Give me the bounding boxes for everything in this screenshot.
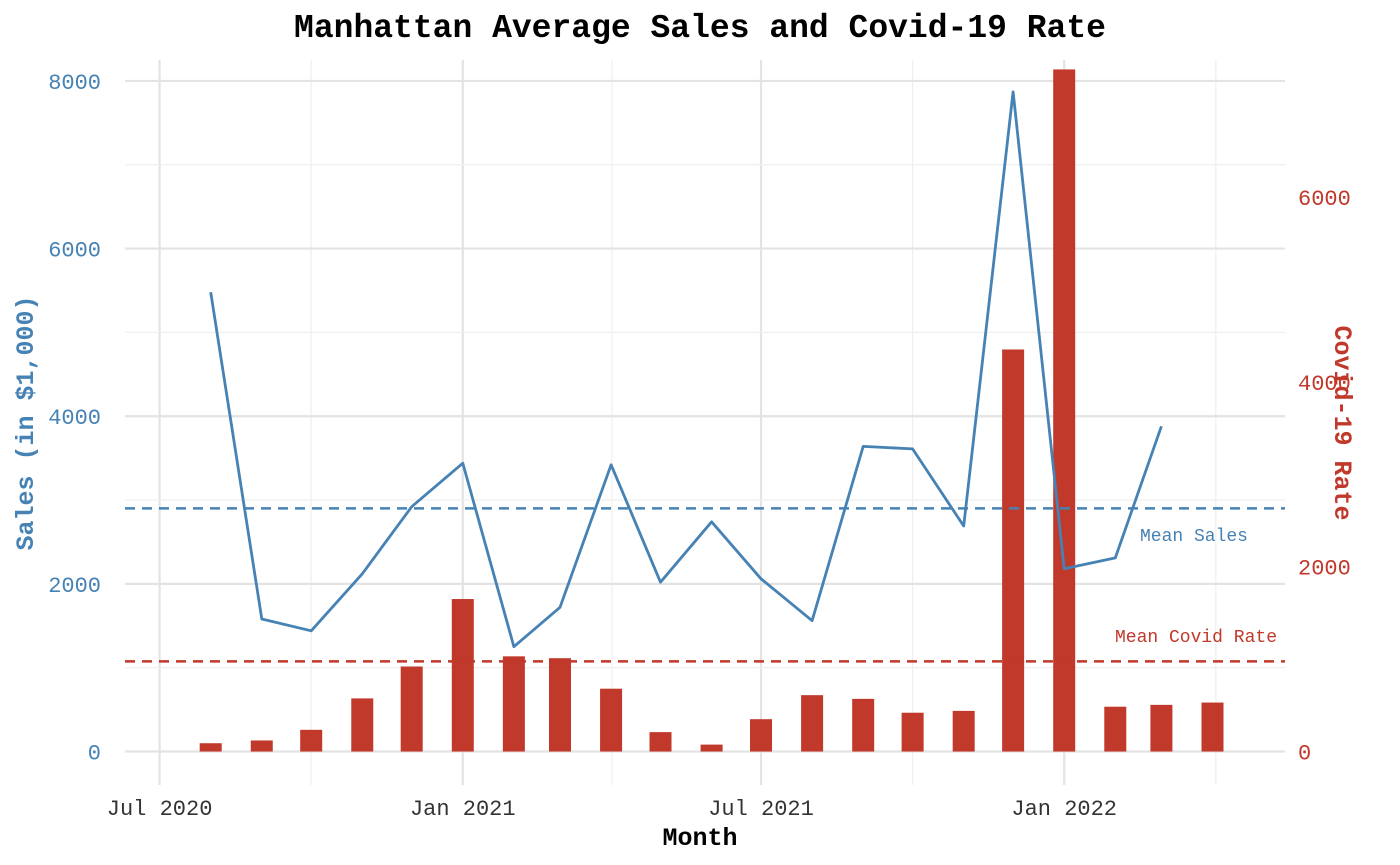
x-tick-label: Jul 2021 [708, 797, 814, 822]
reference-lines [125, 507, 1285, 663]
y-left-axis-title: Sales (in $1,000) [12, 295, 41, 550]
covid-rate-bar [952, 710, 975, 752]
covid-rate-bar [451, 599, 474, 752]
covid-rate-bar [852, 698, 875, 752]
y-right-tick-label: 2000 [1298, 557, 1351, 582]
covid-rate-bar [901, 712, 924, 752]
sales-line-layer [209, 90, 1163, 649]
x-axis-title: Month [662, 824, 737, 853]
x-tick-label: Jan 2021 [410, 797, 516, 822]
covid-rate-bars [199, 69, 1224, 752]
covid-rate-bar [549, 658, 571, 752]
grid [125, 60, 1285, 785]
y-right-tick-label: 6000 [1298, 187, 1351, 212]
tick-labels: Jul 2020 Jan 2021 Jul 2021 Jan 2022 0 2000 400… [48, 71, 1351, 822]
covid-rate-bar [400, 666, 423, 752]
covid-rate-bar [1104, 706, 1127, 752]
covid-rate-bar [1053, 69, 1076, 752]
covid-rate-bar [700, 744, 723, 752]
y-right-axis-title: Covid-19 Rate [1327, 325, 1356, 520]
y-left-tick-label: 6000 [48, 239, 101, 264]
y-left-tick-label: 4000 [48, 406, 101, 431]
covid-rate-bar [750, 719, 773, 752]
covid-rate-bar [250, 740, 273, 752]
chart-title: Manhattan Average Sales and Covid-19 Rat… [294, 10, 1106, 47]
y-right-tick-label: 0 [1298, 742, 1311, 767]
covid-rate-bar [1150, 704, 1173, 752]
mean-covid-rate-label: Mean Covid Rate [1115, 628, 1277, 648]
covid-rate-bar [199, 743, 222, 752]
covid-rate-bar [502, 656, 525, 752]
covid-rate-bar [1201, 702, 1224, 752]
y-left-tick-label: 0 [88, 741, 101, 766]
y-left-tick-label: 2000 [48, 574, 101, 599]
sales-line [209, 90, 1163, 649]
x-tick-label: Jan 2022 [1011, 797, 1117, 822]
y-left-tick-label: 8000 [48, 71, 101, 96]
mean-sales-label: Mean Sales [1140, 527, 1248, 547]
y-right-tick-label: 4000 [1298, 372, 1351, 397]
covid-rate-bar [600, 688, 623, 752]
covid-rate-bar [351, 698, 374, 752]
covid-rate-bar [300, 729, 323, 752]
covid-rate-bar [801, 695, 824, 752]
x-tick-label: Jul 2020 [107, 797, 213, 822]
covid-rate-bar [649, 732, 672, 752]
covid-rate-bar [1002, 349, 1025, 752]
